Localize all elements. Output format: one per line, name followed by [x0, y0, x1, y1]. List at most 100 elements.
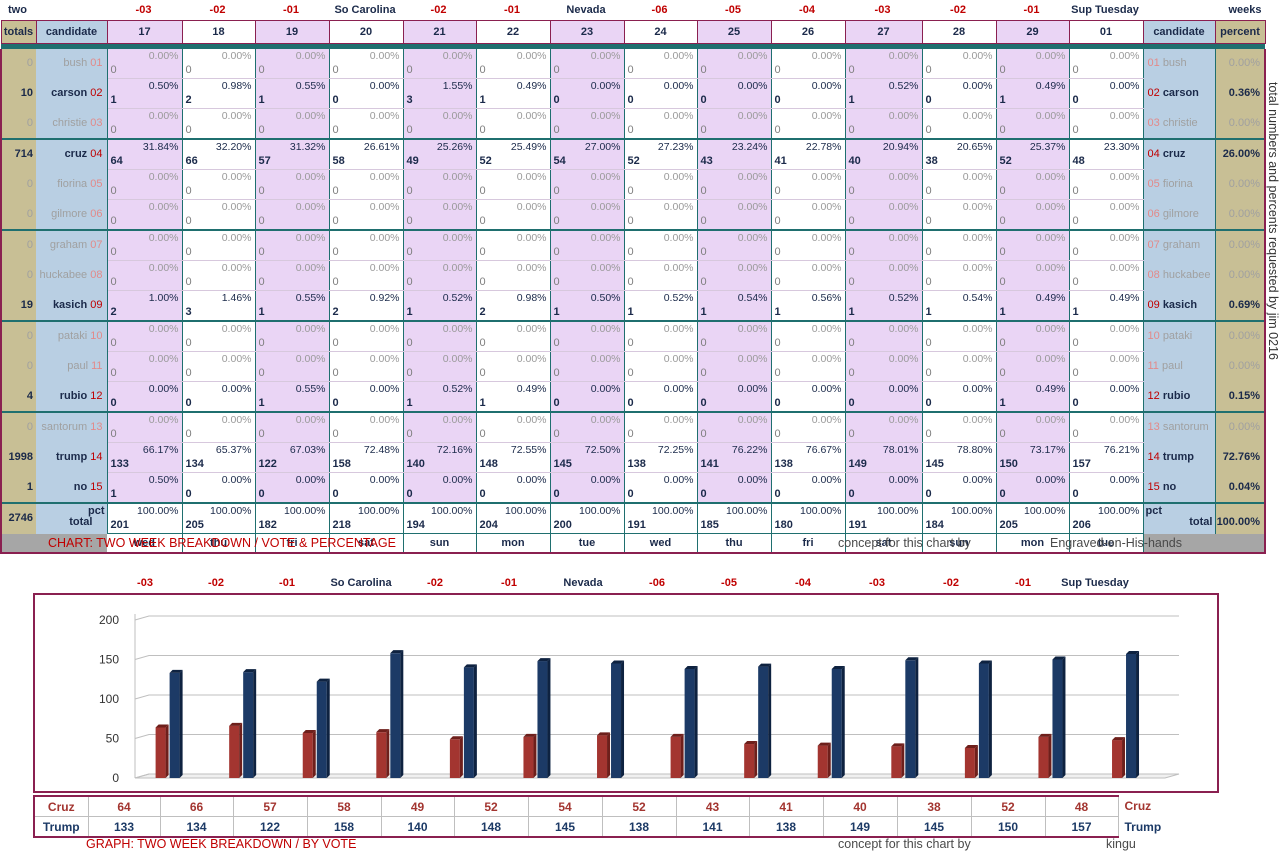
teal-divider-cell [845, 43, 922, 49]
day-percent: 0.00% [811, 353, 842, 365]
header-day-13: 01 [1068, 20, 1144, 44]
day-cell: 0.00% 0 [182, 472, 256, 503]
day-vote: 0 [700, 215, 707, 227]
candidate-percent-cell: 0.36% [1214, 78, 1266, 109]
bar-side-cruz [533, 733, 537, 778]
day-percent: 0.00% [369, 323, 400, 335]
teal-divider-cell [1215, 43, 1265, 49]
candidate-percent: 26.00% [1222, 148, 1260, 160]
day-percent: 26.61% [363, 141, 400, 153]
day-percent: 0.00% [888, 110, 919, 122]
day-cell: 0.00% 0 [403, 49, 477, 79]
bar-top-cruz [597, 732, 611, 736]
day-percent: 67.03% [289, 444, 326, 456]
header-candidate-right: candidate [1142, 20, 1216, 44]
day-vote: 3 [406, 94, 413, 106]
day-percent: 0.00% [221, 474, 252, 486]
day-cell: 0.00% 0 [845, 381, 923, 412]
candidate-name-right: bush [1162, 57, 1187, 69]
day-cell: 0.00% 0 [550, 229, 625, 261]
bar-top-trump [758, 663, 772, 667]
bar-top-trump [463, 664, 477, 668]
day-vote: 0 [479, 367, 486, 379]
day-cell: 0.00% 0 [697, 78, 772, 109]
teal-divider-cell [1143, 43, 1215, 49]
day-vote: 0 [627, 64, 634, 76]
day-percent: 0.52% [442, 292, 473, 304]
bar-top-trump [537, 658, 551, 662]
gridline [134, 734, 1179, 739]
day-cell: 0.00% 0 [624, 411, 698, 443]
header-day-6: 23 [549, 20, 625, 44]
day-vote: 2 [185, 94, 192, 106]
bar-top-cruz [302, 729, 316, 733]
day-percent: 0.00% [295, 171, 326, 183]
series-value-trump: 133 [88, 816, 161, 838]
candidate-total: 0 [26, 239, 33, 251]
day-percent: 0.00% [962, 110, 993, 122]
weekday-cell: fri [255, 533, 330, 554]
day-vote: 0 [332, 337, 339, 349]
day-cell: 0.00% 0 [550, 381, 625, 412]
day-percent: 0.00% [590, 474, 621, 486]
day-cell: 0.49% 1 [476, 78, 551, 109]
day-percent: 0.00% [1035, 232, 1066, 244]
bar-top-cruz [1112, 737, 1126, 741]
candidate-number-right: 15 [1147, 480, 1160, 493]
total-day-percent: 100.00% [358, 505, 400, 517]
day-vote: 0 [110, 367, 117, 379]
bar-cruz [449, 739, 460, 778]
day-percent: 0.00% [148, 323, 179, 335]
bar-side-trump [621, 660, 625, 778]
day-cell: 0.55% 1 [255, 381, 330, 412]
bar-trump [905, 660, 916, 778]
total-cell: 0 [0, 260, 36, 291]
total-day-cell: 100.00% 180 [771, 502, 846, 534]
day-cell: 0.00% 0 [1069, 169, 1144, 200]
day-vote: 0 [553, 428, 560, 440]
candidate-name-cell: paul 11 [36, 351, 108, 382]
day-percent: 0.00% [442, 262, 473, 274]
bar-top-cruz [964, 744, 978, 748]
day-percent: 0.00% [811, 383, 842, 395]
candidate-percent-cell: 0.00% [1214, 411, 1266, 443]
day-vote: 149 [848, 458, 867, 470]
day-percent: 0.00% [737, 110, 768, 122]
day-percent: 0.00% [1035, 50, 1066, 62]
day-cell: 22.78% 41 [771, 138, 846, 170]
series-label-left: Cruz [33, 795, 89, 817]
total-day-cell: 100.00% 200 [550, 502, 625, 534]
day-cell: 0.00% 0 [922, 351, 997, 382]
header-day-9: 26 [770, 20, 846, 44]
day-vote: 0 [258, 367, 265, 379]
candidate-name-cell: no 15 [36, 472, 108, 503]
day-vote: 0 [1072, 64, 1079, 76]
day-cell: 72.50% 145 [550, 442, 625, 473]
day-cell: 0.00% 0 [922, 381, 997, 412]
candidate-name: cruz [64, 148, 88, 160]
day-cell: 0.00% 0 [996, 49, 1070, 79]
day-vote: 0 [999, 337, 1006, 349]
day-cell: 0.00% 0 [697, 199, 772, 230]
header-weeks: weeks [1228, 4, 1262, 16]
teal-divider-cell [36, 43, 107, 49]
candidate-name-right-cell: 13 santorum [1143, 411, 1215, 443]
day-percent: 0.00% [295, 414, 326, 426]
day-percent: 0.00% [516, 323, 547, 335]
header-percent: percent [1214, 20, 1266, 44]
day-cell: 0.00% 0 [182, 351, 256, 382]
bar-top-cruz [744, 741, 758, 745]
day-cell: 0.00% 0 [771, 49, 846, 79]
day-vote: 41 [774, 155, 787, 167]
day-cell: 0.00% 0 [624, 320, 698, 352]
day-cell: 0.00% 0 [182, 260, 256, 291]
day-vote: 0 [925, 397, 932, 409]
day-cell: 0.00% 0 [476, 108, 551, 139]
day-cell: 0.00% 0 [476, 411, 551, 443]
bar-side-trump [694, 665, 698, 778]
day-cell: 0.00% 0 [697, 472, 772, 503]
day-percent: 0.00% [221, 383, 252, 395]
day-percent: 0.00% [1035, 171, 1066, 183]
day-percent: 0.00% [369, 474, 400, 486]
total-cell: 714 [0, 138, 36, 170]
